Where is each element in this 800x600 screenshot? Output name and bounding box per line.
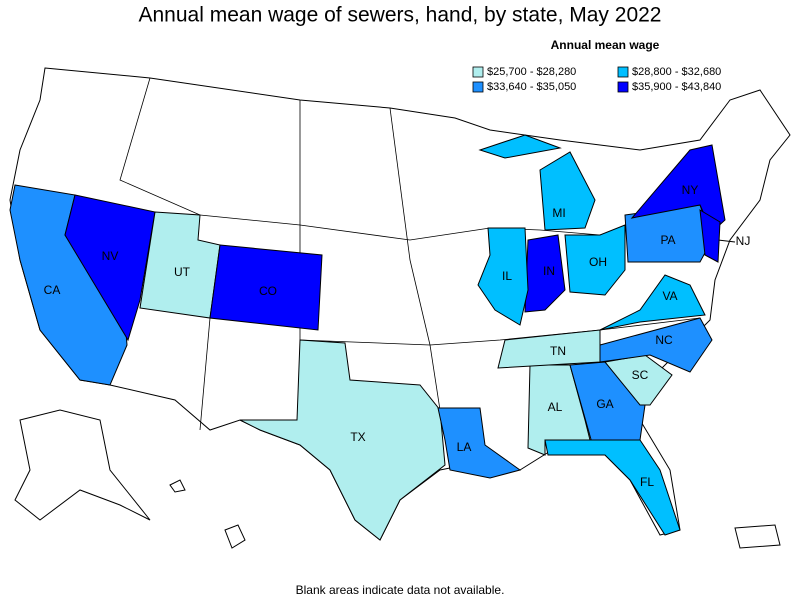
footnote: Blank areas indicate data not available.	[296, 583, 505, 597]
state	[239, 339, 446, 541]
state	[599, 274, 706, 331]
hawaii	[169, 479, 186, 493]
state-label: NJ	[736, 234, 751, 248]
state-label: NV	[102, 249, 119, 263]
legend-title: Annual mean wage	[551, 38, 660, 52]
state	[544, 439, 681, 536]
state	[437, 407, 522, 479]
state-label: UT	[174, 265, 191, 279]
state-border	[389, 107, 441, 411]
state-label: IL	[502, 269, 512, 283]
state-label: TN	[550, 344, 566, 358]
state	[477, 227, 529, 326]
state-label: LA	[457, 440, 472, 454]
state	[699, 209, 721, 263]
map-title: Annual mean wage of sewers, hand, by sta…	[139, 4, 662, 27]
legend-label: $28,800 - $32,680	[632, 66, 721, 78]
state-label: VA	[662, 289, 677, 303]
state	[64, 194, 156, 342]
state-label: NC	[655, 333, 673, 347]
state-label: OH	[589, 255, 607, 269]
state-label: SC	[632, 368, 649, 382]
alaska	[14, 409, 151, 521]
state	[497, 329, 601, 369]
legend-swatch	[617, 81, 629, 93]
state	[539, 151, 596, 231]
hawaii	[224, 524, 246, 549]
legend-label: $35,900 - $43,840	[632, 81, 721, 93]
state-label: TX	[350, 430, 365, 444]
state-border	[199, 317, 211, 431]
state	[209, 244, 323, 331]
state-label: PA	[660, 233, 675, 247]
state	[564, 224, 626, 296]
state-label: MI	[552, 206, 565, 220]
puerto-rico	[734, 524, 781, 549]
state-label: AL	[548, 400, 563, 414]
state-label: IN	[543, 264, 555, 278]
state	[478, 134, 562, 159]
state-label: NY	[682, 183, 699, 197]
state-label: CO	[259, 284, 277, 298]
state-label: GA	[596, 397, 613, 411]
state-label: CA	[44, 283, 61, 297]
state-border	[119, 77, 701, 241]
legend-swatch	[617, 66, 629, 78]
legend-label: $33,640 - $35,050	[487, 81, 576, 93]
legend-label: $25,700 - $28,280	[487, 66, 576, 78]
state	[630, 144, 726, 233]
legend-swatch	[472, 81, 484, 93]
legend-swatch	[472, 66, 484, 78]
state-label: FL	[640, 475, 654, 489]
leader-line	[717, 239, 736, 243]
